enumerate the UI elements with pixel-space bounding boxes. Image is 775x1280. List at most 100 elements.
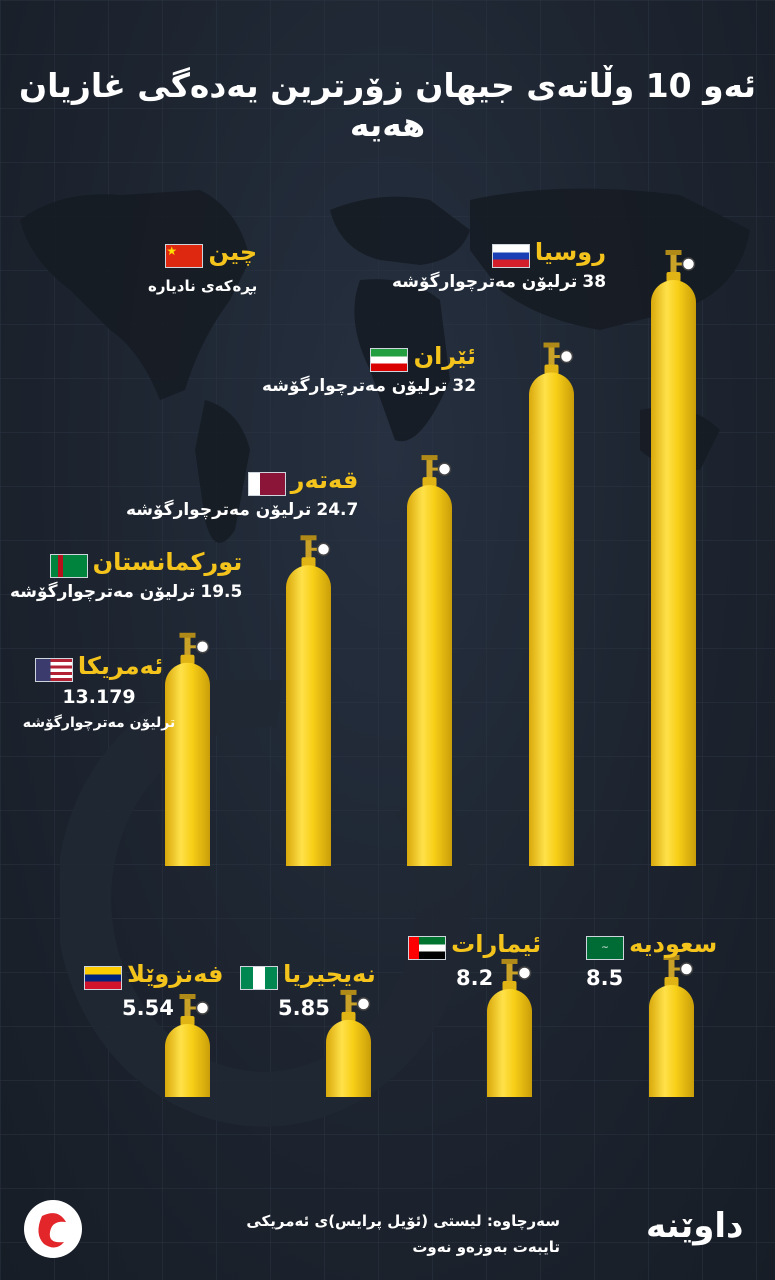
valve-stem xyxy=(670,254,677,274)
gauge-icon xyxy=(437,462,452,476)
value-label: 5.54 xyxy=(122,995,174,1020)
unit-label: ترلیۆن مەترچوارگۆشە xyxy=(10,581,196,602)
cylinder-1 xyxy=(529,342,574,866)
country-name: چین xyxy=(208,238,258,266)
cylinder-neck xyxy=(664,977,679,987)
label-usa: ئەمریکا 13.179 ترلیۆن مەترچوارگۆشە xyxy=(10,652,188,731)
cylinder-neck xyxy=(666,272,681,282)
valve-stem xyxy=(184,636,191,657)
gauge-icon xyxy=(559,349,574,364)
country-name: تورکمانستان xyxy=(92,548,243,576)
valve-cap xyxy=(179,632,196,638)
gauge-icon xyxy=(195,640,210,654)
unit-label: ترلیۆن مەترچوارگۆشە xyxy=(392,271,578,292)
usa-flag-icon xyxy=(34,657,73,682)
cylinder-neck xyxy=(180,654,195,665)
valve-cap xyxy=(300,535,317,541)
label-russia: روسیا 38 ترلیۆن مەترچوارگۆشە xyxy=(392,238,606,292)
qatar-flag-icon xyxy=(247,471,286,496)
valve-stem xyxy=(305,539,312,560)
country-name: ئێران xyxy=(413,342,477,370)
cylinder-body xyxy=(165,1024,210,1097)
value-label: 24.7 xyxy=(316,499,359,520)
cylinder-6 xyxy=(487,958,532,1097)
russia-flag-icon xyxy=(491,243,530,268)
nigeria-flag-icon xyxy=(240,965,278,990)
page-title: ئەو 10 وڵاتەی جیهان زۆرترین یەدەگی غازیا… xyxy=(18,66,757,144)
source-line-1: سەرچاوە: لیستی (ئۆیل پرایس)ی ئەمریکی xyxy=(246,1212,560,1230)
country-name: نەیجیریا xyxy=(283,960,376,988)
gauge-icon xyxy=(356,997,371,1011)
venezuela-flag-icon xyxy=(84,965,122,990)
cylinder-neck xyxy=(544,364,559,375)
label-nigeria: نەیجیریا 5.85 xyxy=(240,960,376,1020)
country-name: ئەمریکا xyxy=(77,652,164,680)
saudi-flag-icon: ~ xyxy=(586,935,624,960)
label-uae: ئیمارات 8.2 xyxy=(408,930,541,990)
valve-cap xyxy=(543,342,560,348)
cylinder-7 xyxy=(326,989,371,1097)
cylinder-neck xyxy=(422,477,437,488)
cylinder-body xyxy=(286,565,331,866)
valve-cap xyxy=(501,958,518,964)
cylinder-0 xyxy=(651,250,696,866)
cylinder-neck xyxy=(502,980,517,991)
country-name: روسیا xyxy=(534,238,607,266)
valve-cap xyxy=(665,250,682,255)
brand-mark-icon xyxy=(24,1200,82,1258)
turkmenistan-flag-icon xyxy=(49,553,88,578)
valve-cap xyxy=(663,955,680,960)
unit-label: ترلیۆن مەترچوارگۆشە xyxy=(126,499,312,520)
valve-cap xyxy=(421,455,438,461)
gauge-icon xyxy=(517,966,532,980)
cylinder-body xyxy=(651,280,696,866)
cylinder-3 xyxy=(286,535,331,866)
valve-stem xyxy=(345,993,352,1014)
unit-label: ترلیۆن مەترچوارگۆشە xyxy=(22,714,176,731)
country-name: سعودیە xyxy=(629,930,718,958)
cylinder-neck xyxy=(180,1016,195,1027)
cylinder-2 xyxy=(407,455,452,866)
cylinder-body xyxy=(529,372,574,866)
valve-stem xyxy=(548,346,555,367)
country-name: قەتەر xyxy=(290,466,359,494)
valve-stem xyxy=(668,959,675,979)
valve-cap xyxy=(179,994,196,1000)
gauge-icon xyxy=(679,962,694,976)
label-qatar: قەتەر 24.7 ترلیۆن مەترچوارگۆشە xyxy=(126,466,358,520)
value-label: 5.85 xyxy=(278,995,330,1020)
unit-label: ترلیۆن مەترچوارگۆشە xyxy=(262,375,448,396)
country-name: ئیمارات xyxy=(451,930,542,958)
label-turkmenistan: تورکمانستان 19.5 ترلیۆن مەترچوارگۆشە xyxy=(10,548,242,602)
cylinder-neck xyxy=(301,557,316,568)
cylinder-8 xyxy=(165,994,210,1097)
valve-stem xyxy=(184,998,191,1019)
gauge-icon xyxy=(316,542,331,557)
value-label: 8.5 xyxy=(586,965,624,990)
value-label: 38 xyxy=(582,271,607,292)
china-flag-icon: ★ xyxy=(165,243,204,268)
label-saudi: سعودیە ~ 8.5 xyxy=(586,930,717,990)
valve-stem xyxy=(506,962,513,983)
label-venezuela: فەنزوێلا 5.54 xyxy=(84,960,223,1020)
valve-cap xyxy=(340,989,357,995)
gauge-icon xyxy=(195,1001,210,1015)
cylinder-5 xyxy=(649,955,694,1097)
cylinder-neck xyxy=(341,1011,356,1022)
label-iran: ئێران 32 ترلیۆن مەترچوارگۆشە xyxy=(262,342,476,396)
cylinder-body xyxy=(326,1019,371,1097)
source-line-2: تایبەت بەوزەو نەوت xyxy=(412,1238,560,1256)
value-label: 32 xyxy=(452,375,477,396)
cylinder-body xyxy=(487,988,532,1097)
value-label: 8.2 xyxy=(456,965,494,990)
brand-logo: داوێنە xyxy=(646,1206,745,1246)
unknown-note: بڕەکەی نادیارە xyxy=(148,276,258,295)
cylinder-4 xyxy=(165,632,210,866)
source-note: سەرچاوە: لیستی (ئۆیل پرایس)ی ئەمریکی تای… xyxy=(246,1208,560,1260)
label-china: چین ★ بڕەکەی نادیارە xyxy=(148,238,257,295)
cylinder-body xyxy=(407,485,452,866)
gauge-icon xyxy=(681,257,696,271)
valve-stem xyxy=(426,459,433,480)
